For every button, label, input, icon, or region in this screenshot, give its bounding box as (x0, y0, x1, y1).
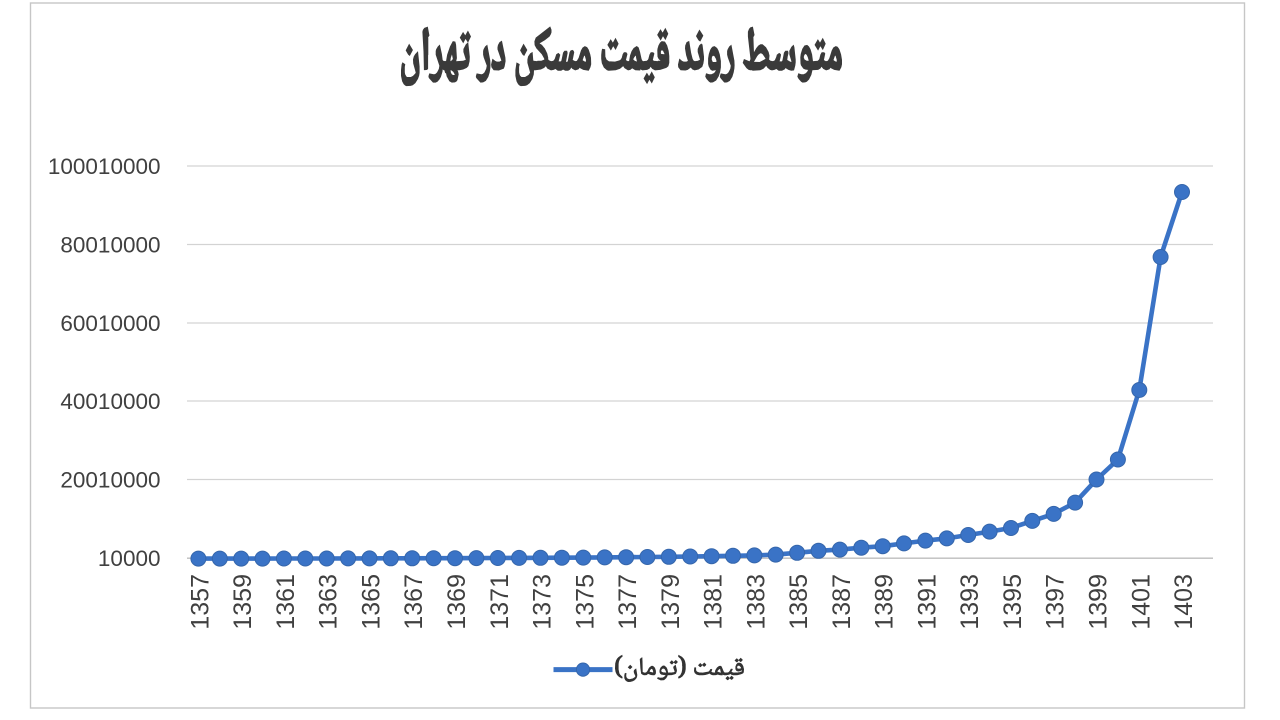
svg-text:1375: 1375 (571, 574, 599, 630)
svg-text:1367: 1367 (400, 574, 428, 630)
svg-text:1377: 1377 (614, 574, 642, 630)
svg-text:1387: 1387 (828, 574, 856, 630)
svg-text:1393: 1393 (956, 574, 984, 630)
svg-text:40010000: 40010000 (60, 389, 160, 414)
svg-text:1381: 1381 (700, 574, 728, 630)
svg-text:1357: 1357 (186, 574, 214, 630)
svg-text:1365: 1365 (358, 574, 386, 630)
svg-text:1391: 1391 (913, 574, 941, 630)
svg-text:1397: 1397 (1042, 574, 1070, 630)
svg-text:1383: 1383 (742, 574, 770, 630)
svg-text:1389: 1389 (871, 574, 899, 630)
svg-text:1369: 1369 (443, 574, 471, 630)
svg-text:1363: 1363 (315, 574, 343, 630)
svg-text:1359: 1359 (229, 574, 257, 630)
svg-text:20010000: 20010000 (60, 468, 160, 493)
svg-text:10000: 10000 (98, 546, 161, 571)
svg-text:1379: 1379 (657, 574, 685, 630)
svg-text:1371: 1371 (486, 574, 514, 630)
svg-text:1361: 1361 (272, 574, 300, 630)
svg-text:1395: 1395 (999, 574, 1027, 630)
svg-text:60010000: 60010000 (60, 311, 160, 336)
svg-text:1401: 1401 (1127, 574, 1155, 630)
svg-text:1403: 1403 (1170, 574, 1198, 630)
svg-text:1385: 1385 (785, 574, 813, 630)
svg-text:1373: 1373 (529, 574, 557, 630)
svg-text:100010000: 100010000 (48, 154, 161, 179)
svg-text:1399: 1399 (1085, 574, 1113, 630)
svg-text:80010000: 80010000 (60, 233, 160, 258)
